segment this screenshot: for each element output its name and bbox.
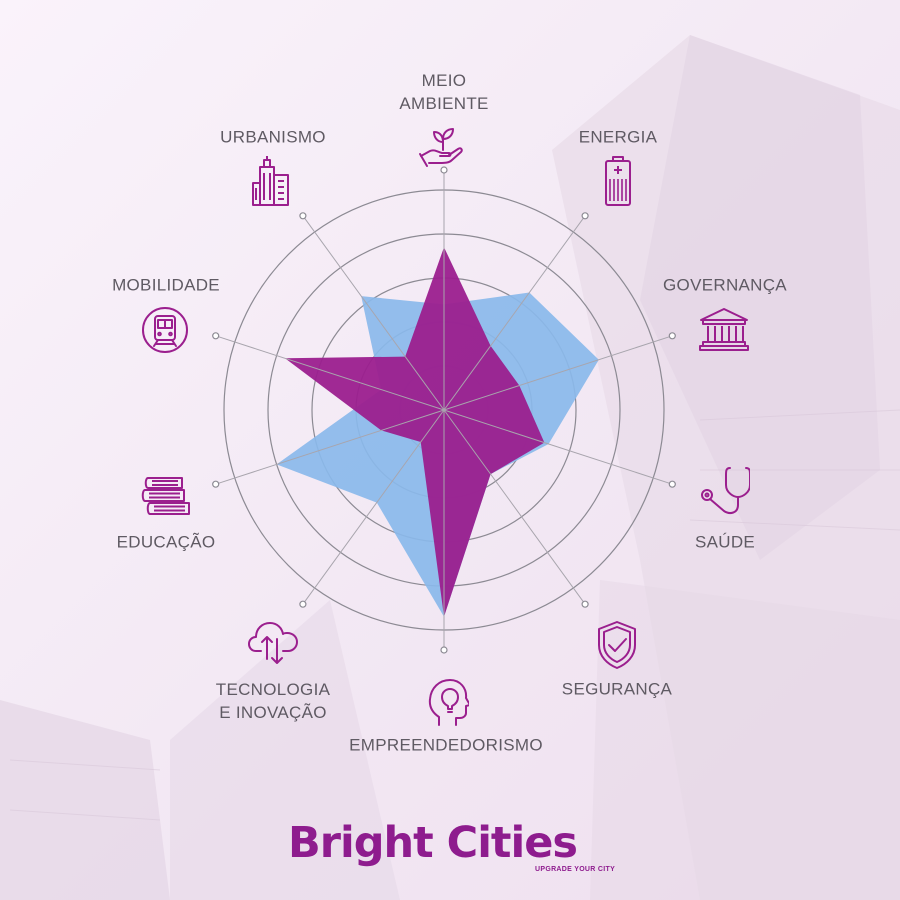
label-meio-ambiente-line2: AMBIENTE [399,94,489,113]
shield-check-icon [595,619,639,671]
train-icon [140,305,190,355]
radar-spoke-dot [440,646,448,654]
plant-hand-icon [418,126,468,168]
radar-spoke-dot [668,480,676,488]
radar-series-purple [285,247,545,617]
radar-spoke [443,335,673,411]
label-saude: SAÚDE [694,532,756,552]
government-building-icon [698,306,750,352]
radar-spoke [215,409,445,485]
radar-spoke [443,409,586,605]
radar-spokes [212,166,676,654]
radar-spoke-dot [212,480,220,488]
radar-spoke-dot [668,332,676,340]
label-tecnologia-line2: E INOVAÇÃO [219,703,327,722]
buildings-icon [250,155,296,207]
radar-spoke-dot [299,600,307,608]
radar-spoke-dot [299,212,307,220]
brand-tagline: UPGRADE YOUR CITY [535,866,616,873]
label-empreendedorismo: EMPREENDEDORISMO [349,735,543,755]
radar-spoke-dot [581,600,589,608]
head-lightbulb-icon [425,677,469,727]
label-tecnologia-line1: TECNOLOGIA [215,680,331,699]
label-governanca: GOVERNANÇA [663,275,787,295]
label-tecnologia: TECNOLOGIA E INOVAÇÃO [216,678,330,724]
books-icon [140,475,192,521]
cloud-transfer-icon [247,619,299,667]
label-seguranca: SEGURANÇA [561,679,673,699]
label-mobilidade: MOBILIDADE [112,275,220,295]
radar-spoke-dot [440,166,448,174]
radar-spoke [302,409,445,605]
label-urbanismo: URBANISMO [220,127,326,147]
radar-spoke [443,409,673,485]
stethoscope-icon [700,463,750,519]
radar-spoke [443,215,586,411]
radar-spoke-dot [212,332,220,340]
label-meio-ambiente: MEIO AMBIENTE [399,69,488,115]
brand-logo: Bright Cities [288,818,578,868]
label-meio-ambiente-line1: MEIO [421,71,467,90]
radar-spoke-dot [581,212,589,220]
radar-spoke [215,335,445,411]
label-educacao: EDUCAÇÃO [116,532,216,552]
radar-series [276,247,599,617]
radar-spoke [302,215,445,411]
label-energia: ENERGIA [578,127,658,147]
battery-icon [602,155,634,207]
